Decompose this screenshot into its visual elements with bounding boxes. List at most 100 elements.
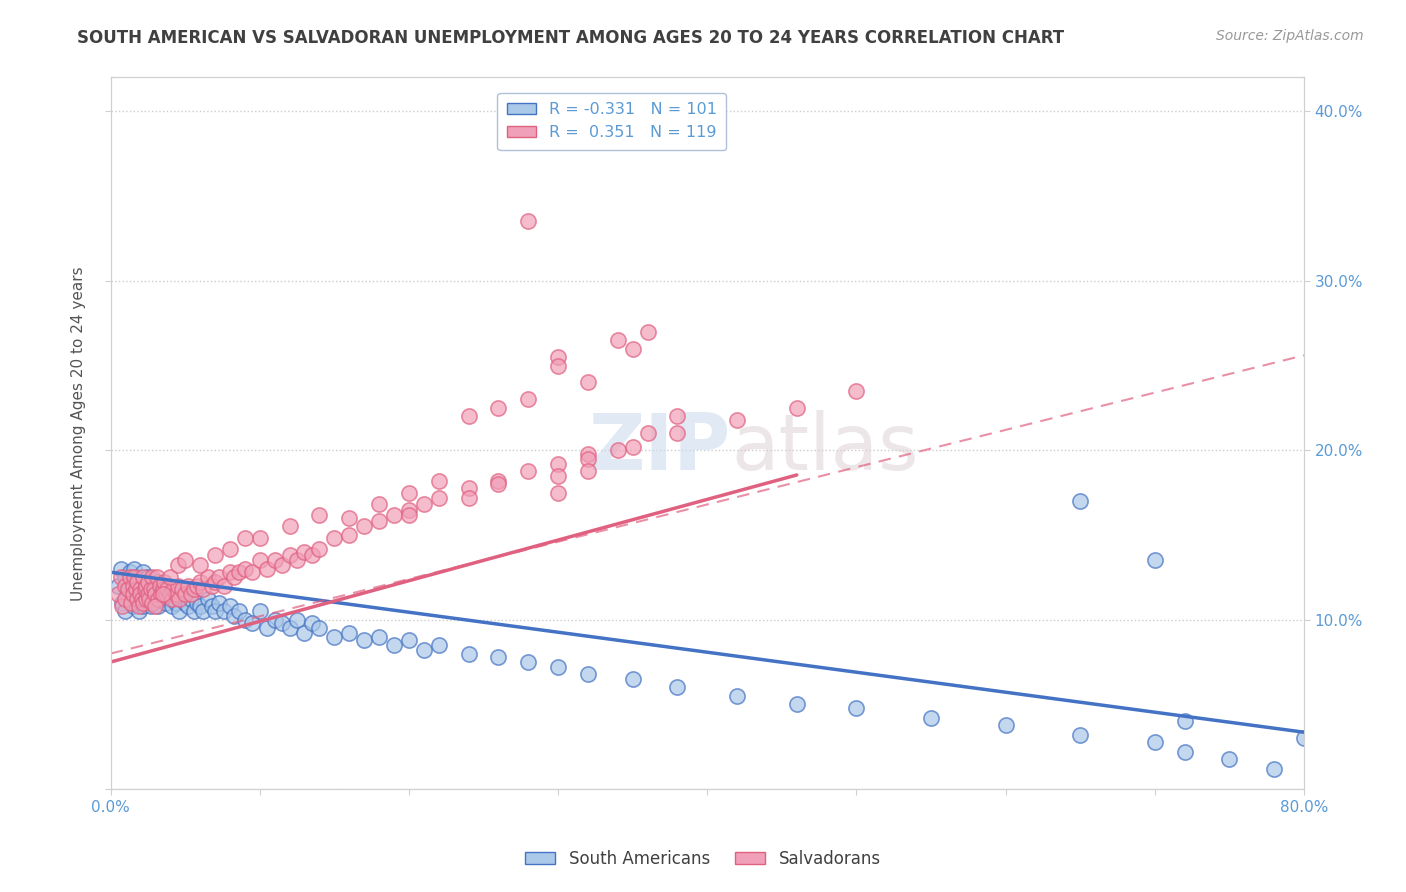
Point	[517, 655, 540, 669]
Point	[191, 604, 214, 618]
Point	[845, 701, 868, 715]
Point	[152, 582, 174, 597]
Point	[172, 592, 194, 607]
Point	[1174, 714, 1197, 729]
Point	[148, 599, 170, 614]
Point	[263, 553, 285, 567]
Point	[576, 376, 599, 390]
Point	[457, 481, 479, 495]
Point	[162, 582, 184, 597]
Point	[725, 413, 748, 427]
Point	[1218, 751, 1240, 765]
Point	[141, 570, 163, 584]
Point	[845, 384, 868, 398]
Point	[125, 582, 148, 597]
Point	[285, 553, 308, 567]
Point	[166, 558, 188, 573]
Point	[278, 621, 301, 635]
Point	[621, 672, 644, 686]
Point	[412, 498, 434, 512]
Point	[129, 587, 152, 601]
Point	[547, 350, 569, 364]
Point	[188, 558, 211, 573]
Point	[138, 592, 160, 607]
Point	[576, 451, 599, 466]
Point	[323, 532, 346, 546]
Point	[249, 604, 271, 618]
Point	[124, 570, 146, 584]
Point	[148, 592, 170, 607]
Point	[666, 409, 689, 424]
Point	[786, 401, 808, 415]
Point	[134, 582, 156, 597]
Point	[308, 541, 330, 556]
Point	[127, 592, 149, 607]
Point	[188, 599, 211, 614]
Point	[228, 566, 250, 580]
Point	[201, 579, 224, 593]
Point	[131, 592, 153, 607]
Point	[125, 592, 148, 607]
Point	[120, 587, 142, 601]
Point	[240, 616, 263, 631]
Point	[240, 566, 263, 580]
Point	[150, 592, 173, 607]
Point	[128, 599, 150, 614]
Point	[398, 502, 420, 516]
Point	[1292, 731, 1315, 746]
Point	[547, 457, 569, 471]
Point	[219, 566, 242, 580]
Point	[183, 604, 205, 618]
Point	[1143, 734, 1166, 748]
Point	[135, 579, 157, 593]
Point	[177, 599, 200, 614]
Point	[412, 643, 434, 657]
Point	[162, 587, 184, 601]
Point	[219, 541, 242, 556]
Point	[118, 566, 141, 580]
Point	[486, 401, 509, 415]
Point	[294, 545, 316, 559]
Point	[204, 549, 226, 563]
Point	[294, 626, 316, 640]
Point	[517, 214, 540, 228]
Point	[398, 508, 420, 522]
Point	[122, 599, 145, 614]
Point	[120, 596, 142, 610]
Point	[167, 604, 190, 618]
Point	[183, 582, 205, 597]
Point	[1263, 762, 1285, 776]
Point	[301, 616, 323, 631]
Point	[233, 562, 256, 576]
Legend: South Americans, Salvadorans: South Americans, Salvadorans	[519, 844, 887, 875]
Point	[212, 579, 235, 593]
Point	[576, 447, 599, 461]
Point	[337, 626, 360, 640]
Point	[427, 638, 450, 652]
Point	[271, 616, 294, 631]
Text: atlas: atlas	[731, 409, 918, 485]
Point	[180, 587, 202, 601]
Point	[224, 609, 246, 624]
Point	[174, 553, 197, 567]
Point	[204, 575, 226, 590]
Point	[186, 596, 208, 610]
Point	[337, 511, 360, 525]
Point	[159, 587, 181, 601]
Point	[382, 508, 405, 522]
Point	[153, 575, 176, 590]
Point	[132, 566, 155, 580]
Point	[606, 443, 628, 458]
Point	[127, 570, 149, 584]
Point	[278, 549, 301, 563]
Point	[547, 468, 569, 483]
Point	[180, 592, 202, 607]
Point	[212, 604, 235, 618]
Point	[149, 579, 172, 593]
Point	[135, 587, 157, 601]
Point	[219, 599, 242, 614]
Point	[110, 562, 132, 576]
Point	[114, 579, 136, 593]
Point	[129, 579, 152, 593]
Point	[457, 491, 479, 505]
